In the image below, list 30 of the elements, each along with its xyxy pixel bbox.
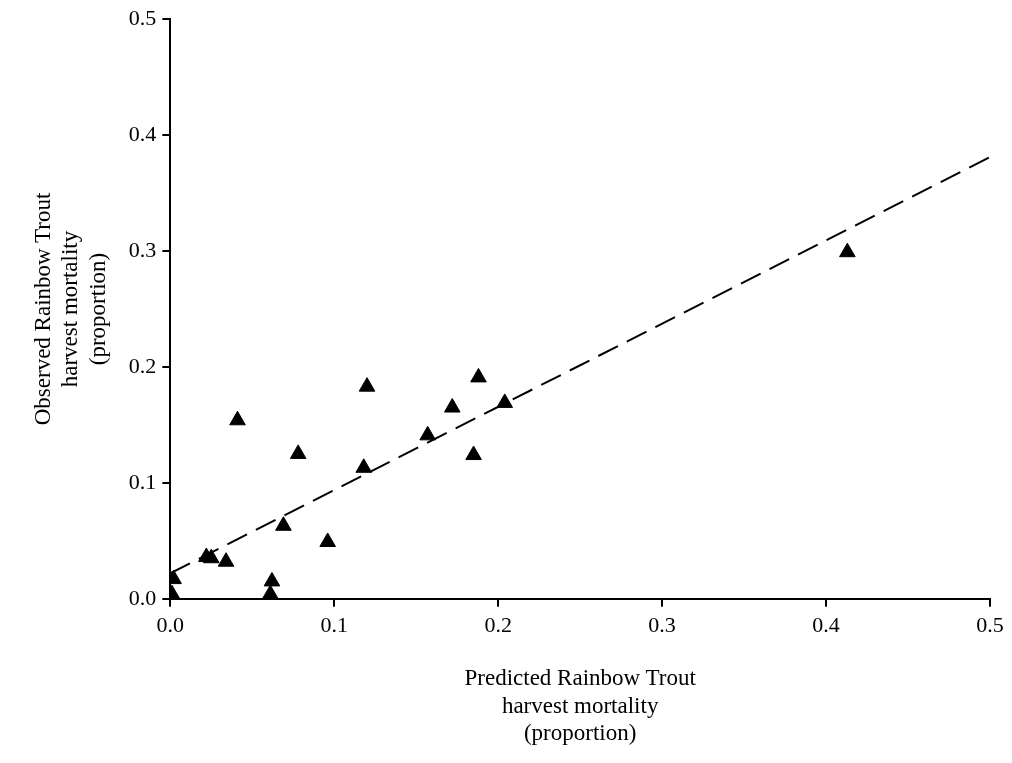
x-axis-title: Predicted Rainbow Trout harvest mortality (proportion) xyxy=(464,665,697,746)
x-tick-label: 0.0 xyxy=(156,611,185,637)
point xyxy=(289,444,307,459)
point xyxy=(217,552,235,567)
x-tick-label: 0.2 xyxy=(484,611,512,637)
point xyxy=(275,516,292,531)
point xyxy=(443,398,461,413)
y-axis-title: Observed Rainbow Trout harvest mortality (proportion) xyxy=(29,192,111,426)
point xyxy=(263,571,281,587)
x-tick-label: 0.3 xyxy=(648,611,676,637)
point xyxy=(470,367,487,383)
point xyxy=(262,584,279,599)
x-tick-label: 0.5 xyxy=(976,611,1004,637)
y-tick-label: 0.5 xyxy=(128,4,157,30)
y-tick-label: 0.1 xyxy=(128,468,157,494)
y-tick-label: 0.3 xyxy=(128,236,157,262)
point xyxy=(465,445,482,461)
y-tick-label: 0.2 xyxy=(128,352,157,378)
x-tick-label: 0.4 xyxy=(812,611,840,637)
point xyxy=(496,393,514,408)
x-tick-label: 0.1 xyxy=(320,611,348,637)
point xyxy=(355,458,373,473)
point xyxy=(319,532,336,547)
y-tick-label: 0.0 xyxy=(128,584,157,610)
point xyxy=(202,548,220,564)
y-tick-label: 0.4 xyxy=(128,120,157,146)
point xyxy=(358,377,376,392)
point xyxy=(229,410,246,426)
point xyxy=(419,425,436,441)
point xyxy=(839,242,856,258)
